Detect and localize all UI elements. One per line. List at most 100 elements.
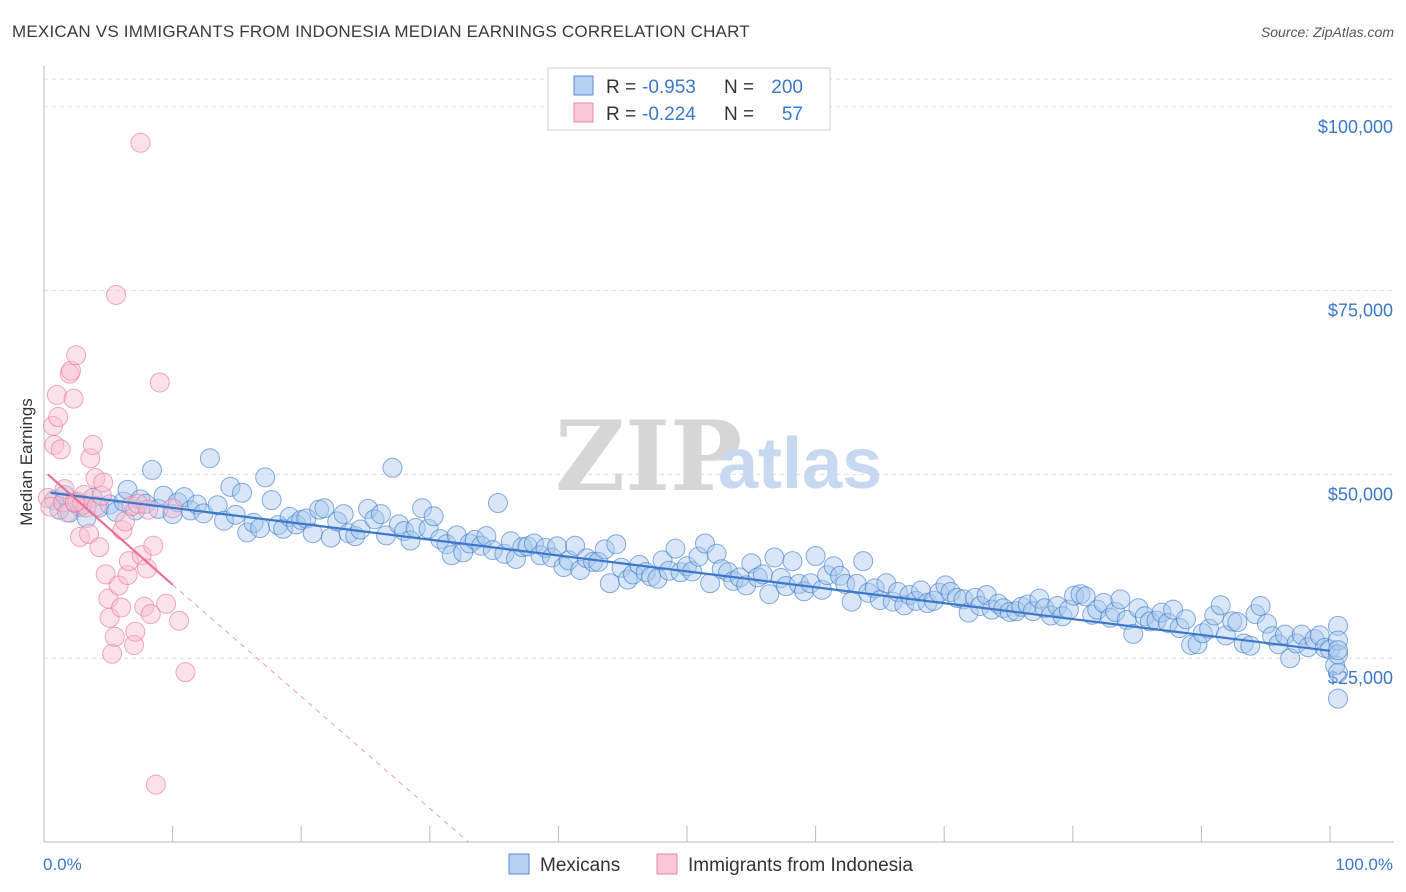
mexicans-point-159 [993, 598, 1014, 619]
axes [43, 66, 1394, 843]
mexicans-point-120 [764, 547, 785, 568]
mexicans-point-142 [894, 595, 915, 616]
indonesia-point-48 [140, 604, 161, 625]
mexicans-point-213 [1309, 625, 1330, 646]
mexicans-point-60 [412, 498, 433, 519]
bottom-legend-mexicans: Mexicans [540, 855, 620, 876]
mexicans-point-51 [358, 498, 379, 519]
x-tick-label-1: 100.0% [1335, 855, 1393, 874]
legend-n-value-1: 200 [771, 77, 803, 98]
indonesia-point-52 [156, 593, 177, 614]
mexicans-point-52 [364, 509, 385, 530]
mexicans-point-87 [570, 559, 591, 580]
mexicans-point-91 [594, 539, 615, 560]
indonesia-point-50 [145, 774, 166, 795]
trend-mexicans [50, 491, 1331, 652]
mexicans-point-56 [388, 514, 409, 535]
mexicans-point-203 [1250, 595, 1271, 616]
indonesia-point-6 [50, 439, 71, 460]
mexicans-point-168 [1047, 595, 1068, 616]
y-tick-label-0: $25,000 [1328, 668, 1393, 688]
indonesia-point-32 [106, 284, 127, 305]
mexicans-point-217 [1328, 662, 1348, 683]
indonesia-point-9 [57, 502, 78, 523]
indonesia-point-19 [79, 523, 100, 544]
mexicans-point-28 [220, 476, 241, 497]
legend-frame [547, 67, 831, 131]
indonesia-point-5 [48, 407, 69, 428]
mexicans-point-30 [232, 482, 253, 503]
indonesia-point-43 [130, 132, 151, 153]
mexicans-point-199 [1227, 612, 1248, 633]
indonesia-point-11 [61, 360, 82, 381]
mexicans-point-62 [423, 506, 444, 527]
indonesia-point-23 [86, 495, 107, 516]
mexicans-point-86 [565, 535, 586, 556]
indonesia-point-55 [175, 662, 196, 683]
mexicans-point-173 [1075, 586, 1096, 607]
bottom-legend: Mexicans Immigrants from Indonesia [508, 853, 913, 876]
mexicans-point-84 [553, 557, 574, 578]
mexicans-point-182 [1128, 598, 1149, 619]
indonesia-point-46 [136, 558, 157, 579]
indonesia-point-38 [118, 551, 139, 572]
legend-r-label-1: R = [606, 77, 636, 98]
bottom-legend-indonesia: Immigrants from Indonesia [688, 855, 913, 876]
mexicans-point-61 [418, 518, 439, 539]
mexicans-point-190 [1175, 609, 1196, 630]
indonesia-point-13 [66, 345, 87, 366]
mexicans-point-108 [695, 533, 716, 554]
mexicans-point-205 [1262, 626, 1283, 647]
mexicans-point-33 [250, 518, 271, 539]
y-axis-label: Median Earnings [17, 398, 36, 526]
mexicans-point-133 [841, 591, 862, 612]
indonesia-point-31 [104, 626, 125, 647]
indonesia-point-49 [143, 535, 164, 556]
indonesia-point-12 [63, 388, 84, 409]
mexicans-point-219 [1328, 615, 1348, 636]
indonesia-point-29 [99, 607, 120, 628]
mexicans-point-110 [706, 543, 727, 564]
mexicans-point-100 [647, 568, 668, 589]
mexicans-point-196 [1210, 595, 1231, 616]
indonesia-point-26 [93, 472, 114, 493]
mexicans-point-181 [1123, 623, 1144, 644]
indonesia-point-51 [149, 372, 170, 393]
x-tick-labels: 0.0% 100.0% [43, 855, 1393, 874]
mexicans-point-47 [333, 504, 354, 525]
mexicans-point-178 [1105, 601, 1126, 622]
legend-n-label-2: N = [724, 104, 754, 125]
legend-r-label-2: R = [606, 104, 636, 125]
indonesia-point-54 [169, 610, 190, 631]
x-tick-label-0: 0.0% [43, 855, 82, 874]
mexicans-point-201 [1240, 635, 1261, 656]
mexicans-point-119 [759, 584, 780, 605]
series-indonesia [37, 132, 196, 795]
mexicans-point-72 [482, 540, 503, 561]
legend-swatch-blue [573, 75, 594, 96]
mexicans-point-130 [823, 556, 844, 577]
mexicans-point-135 [853, 551, 874, 572]
trend-indonesia-extension [172, 584, 469, 843]
mexicans-point-101 [652, 550, 673, 571]
mexicans-point-93 [606, 534, 627, 555]
bottom-legend-swatch-indonesia [656, 853, 678, 875]
mexicans-point-44 [314, 498, 335, 519]
mexicans-point-92 [599, 573, 620, 594]
mexicans-point-26 [207, 495, 228, 516]
mexicans-point-103 [665, 538, 686, 559]
mexicans-point-221 [1328, 644, 1348, 665]
watermark-atlas: atlas [718, 424, 882, 504]
indonesia-point-36 [115, 511, 136, 532]
y-tick-labels: $25,000 $50,000 $75,000 $100,000 [1318, 117, 1393, 688]
indonesia-point-21 [82, 434, 103, 455]
mexicans-point-27 [214, 510, 235, 531]
mexicans-point-195 [1204, 605, 1225, 626]
mexicans-point-204 [1256, 613, 1277, 634]
mexicans-point-150 [940, 582, 961, 603]
indonesia-point-24 [89, 537, 110, 558]
indonesia-point-34 [111, 597, 132, 618]
indonesia-point-20 [80, 448, 101, 469]
mexicans-point-222 [1328, 640, 1348, 661]
